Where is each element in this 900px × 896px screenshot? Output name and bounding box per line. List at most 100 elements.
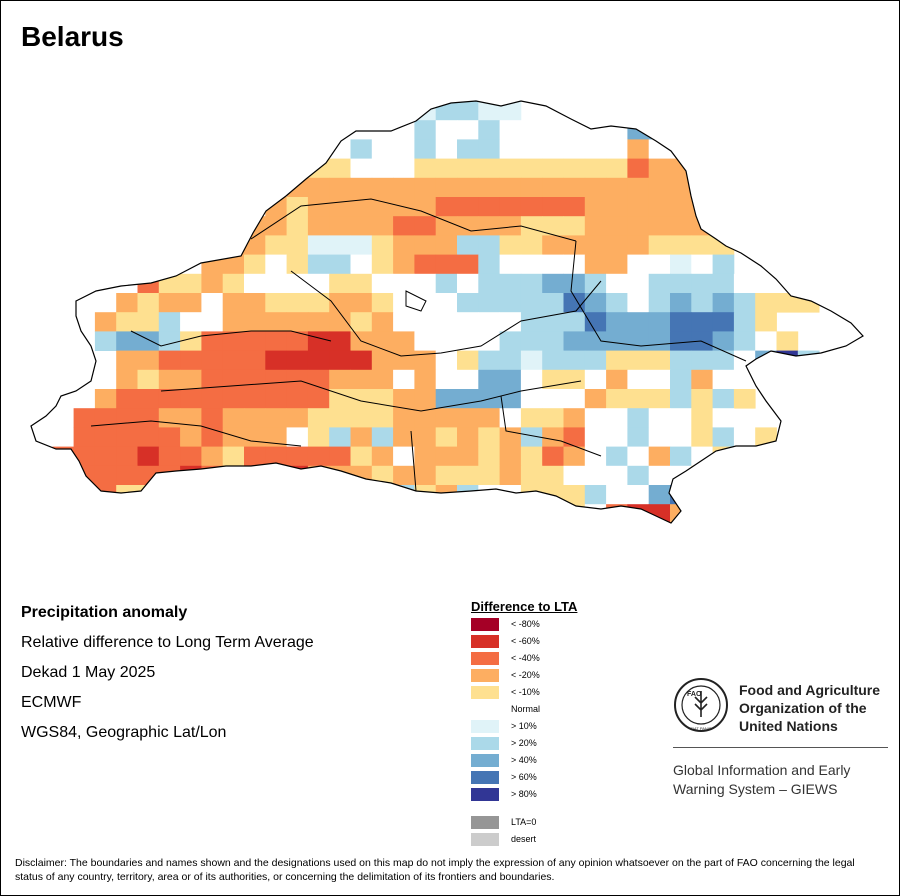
map-title: Belarus <box>21 21 124 52</box>
grid-cell <box>137 485 160 505</box>
legend-swatch <box>471 686 499 699</box>
grid-cell <box>584 273 607 294</box>
grid-cell <box>648 312 671 332</box>
grid-cell <box>94 465 117 486</box>
grid-cell <box>542 465 564 486</box>
precipitation-map <box>30 100 864 536</box>
grid-cell <box>180 408 202 428</box>
grid-cell <box>520 465 543 486</box>
info-heading: Precipitation anomaly <box>21 604 188 621</box>
grid-cell <box>94 331 117 351</box>
grid-cell <box>329 504 351 523</box>
grid-cell <box>350 504 373 523</box>
disclaimer: Disclaimer: The boundaries and names sho… <box>15 857 855 883</box>
legend-label: > 20% <box>511 738 537 748</box>
grid-cell <box>627 139 650 159</box>
giews-name: Global Information and Early Warning Sys… <box>673 761 850 799</box>
grid-cell <box>691 504 713 523</box>
grid-cell <box>542 158 564 179</box>
grid-cell <box>520 427 543 447</box>
grid-cell <box>244 350 266 371</box>
grid-cell <box>584 446 607 467</box>
grid-cell <box>180 331 202 351</box>
grid-cell <box>73 446 96 467</box>
grid-cell <box>457 446 479 467</box>
grid-cell <box>180 504 202 523</box>
grid-cell <box>116 331 138 351</box>
grid-cell <box>648 120 671 140</box>
grid-cell <box>329 312 351 332</box>
grid-cell <box>457 350 479 371</box>
legend-item: Normal <box>471 703 631 716</box>
grid-cell <box>776 465 799 486</box>
grid-cell <box>670 273 692 294</box>
grid-cell <box>691 158 713 179</box>
grid-cell <box>371 331 394 351</box>
grid-cell <box>542 197 564 217</box>
grid-cell <box>606 139 628 159</box>
legend-label: LTA=0 <box>511 817 537 827</box>
grid-cell <box>94 504 117 523</box>
grid-cell <box>563 312 586 332</box>
grid-cell <box>350 197 373 217</box>
grid-cell <box>371 312 394 332</box>
grid-cell <box>265 331 287 351</box>
grid-cell <box>457 427 479 447</box>
grid-cell <box>733 389 756 409</box>
grid-cell <box>329 369 351 390</box>
grid-cell <box>648 446 671 467</box>
region-border-gomel <box>410 395 602 492</box>
legend-item: < -60% <box>471 635 631 648</box>
grid-cell <box>307 389 330 409</box>
grid-cell <box>94 312 117 332</box>
grid-cell <box>158 350 181 371</box>
grid-cell <box>584 254 607 275</box>
grid-cell <box>670 523 692 536</box>
grid-cell <box>457 254 479 275</box>
grid-cell <box>584 139 607 159</box>
grid-cell <box>329 293 351 313</box>
grid-cell <box>371 120 394 140</box>
grid-cell <box>542 293 564 313</box>
grid-cell <box>478 101 500 121</box>
legend-item: < -80% <box>471 618 631 631</box>
grid-cell <box>627 312 650 332</box>
grid-cell <box>606 312 628 332</box>
grid-cell <box>350 350 373 371</box>
grid-cell <box>584 312 607 332</box>
grid-cell <box>286 350 309 371</box>
grid-cell <box>393 331 415 351</box>
grid-cell <box>371 216 394 236</box>
grid-cell <box>457 331 479 351</box>
grid-cell <box>499 312 522 332</box>
grid-cell <box>286 235 309 255</box>
grid-cell <box>116 446 138 467</box>
grid-cell <box>158 331 181 351</box>
grid-cell <box>755 465 777 486</box>
grid-cell <box>393 216 415 236</box>
grid-cell <box>244 312 266 332</box>
grid-cell <box>73 408 96 428</box>
grid-cell <box>755 293 777 313</box>
grid-cell <box>371 197 394 217</box>
grid-cell <box>691 523 713 536</box>
grid-cell <box>244 273 266 294</box>
grid-cell <box>542 177 564 198</box>
legend-label: desert <box>511 834 537 844</box>
grid-cell <box>329 254 351 275</box>
grid-cell <box>712 273 735 294</box>
grid-cell <box>414 350 437 371</box>
legend-label: < -20% <box>511 670 540 680</box>
grid-cell <box>478 350 500 371</box>
grid-cell <box>393 427 415 447</box>
grid-cell <box>627 254 650 275</box>
grid-cell <box>627 446 650 467</box>
grid-cell <box>670 254 692 275</box>
grid-cell <box>307 216 330 236</box>
grid-cell <box>627 389 650 409</box>
grid-cell <box>691 408 713 428</box>
grid-cell <box>393 504 415 523</box>
grid-cell <box>627 158 650 179</box>
legend-swatch <box>471 737 499 750</box>
grid-cell <box>286 446 309 467</box>
